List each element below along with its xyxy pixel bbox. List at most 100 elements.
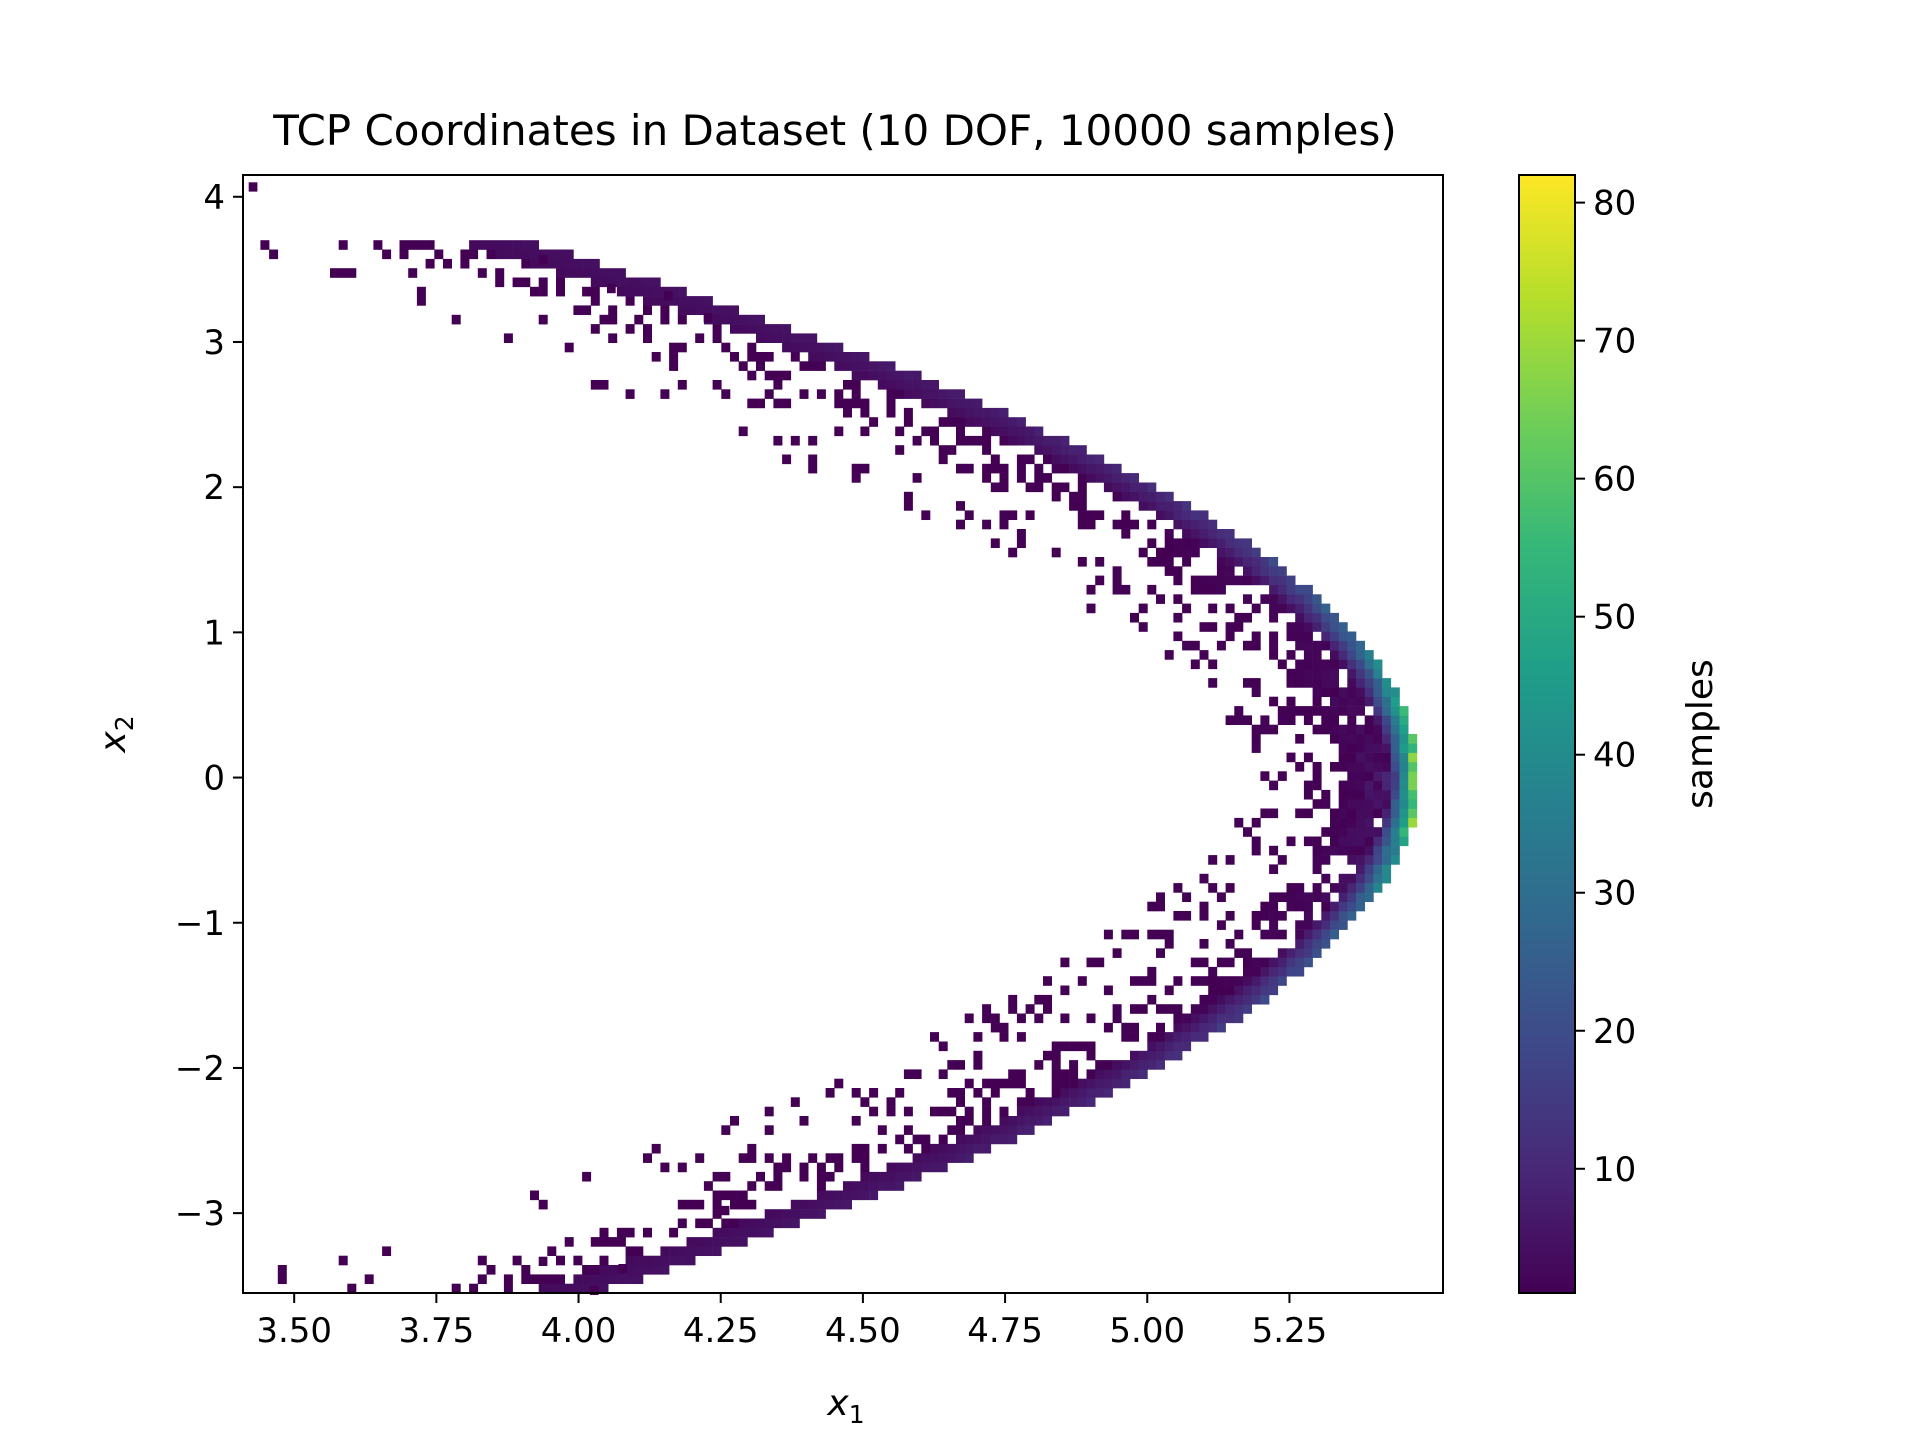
heatmap-cell <box>1156 547 1165 558</box>
heatmap-cell <box>816 1171 826 1182</box>
heatmap-cell <box>538 1256 548 1267</box>
heatmap-cell <box>1112 1013 1122 1024</box>
heatmap-cell <box>764 1181 774 1191</box>
heatmap-cell <box>695 1153 705 1163</box>
heatmap-cell <box>964 1116 974 1126</box>
heatmap-cell <box>1364 808 1374 819</box>
heatmap-cell <box>1390 817 1400 828</box>
heatmap-cell <box>1382 706 1392 716</box>
heatmap-cell <box>347 1283 357 1294</box>
heatmap-cell <box>1356 808 1365 819</box>
heatmap-cell <box>1069 491 1079 502</box>
heatmap-cell <box>1077 473 1087 483</box>
heatmap-cell <box>869 1088 879 1098</box>
heatmap-cell <box>1303 929 1313 940</box>
heatmap-cell <box>1121 510 1131 521</box>
heatmap-cell <box>1199 1022 1209 1033</box>
heatmap-cell <box>669 286 679 297</box>
heatmap-cell <box>1303 650 1313 660</box>
heatmap-cell <box>1286 948 1296 958</box>
heatmap-cell <box>1338 817 1348 828</box>
heatmap-cell <box>1156 948 1165 958</box>
heatmap-cell <box>1251 640 1261 651</box>
heatmap-cell <box>608 305 618 316</box>
heatmap-cell <box>660 389 670 399</box>
heatmap-cell <box>1243 985 1252 996</box>
heatmap-cell <box>921 389 931 399</box>
heatmap-cell <box>973 1125 983 1135</box>
heatmap-cell <box>895 1162 905 1173</box>
heatmap-cell <box>1347 678 1357 688</box>
heatmap-cell <box>1295 678 1305 688</box>
heatmap-cell <box>1303 892 1313 903</box>
heatmap-cell <box>956 389 965 399</box>
heatmap-cell <box>912 370 922 381</box>
heatmap-cell <box>1043 1097 1052 1107</box>
heatmap-cell <box>1295 948 1305 958</box>
heatmap-cell <box>1008 994 1018 1005</box>
heatmap-cell <box>1390 724 1400 735</box>
heatmap-cell <box>816 361 826 371</box>
heatmap-cell <box>564 1283 574 1294</box>
colorbar: 10 20 30 40 50 60 70 80 samples <box>1518 174 1721 1294</box>
heatmap-cell <box>790 1097 800 1107</box>
heatmap-cell <box>973 1088 983 1098</box>
heatmap-cell <box>1382 715 1392 726</box>
heatmap-cell <box>956 1060 965 1070</box>
heatmap-cell <box>599 1274 609 1285</box>
heatmap-cell <box>651 352 661 362</box>
heatmap-cell <box>790 1218 800 1229</box>
heatmap-cell <box>1086 463 1096 474</box>
heatmap-cell <box>860 407 870 418</box>
colorbar-ticks: 10 20 30 40 50 60 70 80 <box>1575 184 1636 1190</box>
heatmap-cell <box>1016 1116 1026 1126</box>
heatmap-cell <box>1234 612 1244 623</box>
heatmap-cell <box>530 1190 539 1201</box>
heatmap-cell <box>860 352 870 362</box>
heatmap-cell <box>930 380 939 390</box>
heatmap-cell <box>756 314 765 325</box>
heatmap-cell <box>1130 929 1139 940</box>
heatmap-cell <box>1182 1032 1192 1042</box>
heatmap-cell <box>1295 668 1305 679</box>
heatmap-cell <box>1077 454 1087 465</box>
heatmap-cell <box>1173 631 1183 642</box>
heatmap-cell <box>1303 612 1313 623</box>
heatmap-cell <box>1025 435 1035 446</box>
heatmap-cell <box>1164 491 1174 502</box>
heatmap-cell <box>712 1199 722 1210</box>
heatmap-cell <box>921 510 931 521</box>
heatmap-cell <box>825 352 835 362</box>
heatmap-cell <box>1295 892 1305 903</box>
heatmap-cell <box>1312 836 1322 847</box>
heatmap-cell <box>1182 519 1192 530</box>
heatmap-cell <box>1382 771 1392 781</box>
heatmap-cell <box>1408 752 1418 763</box>
heatmap-cell <box>764 370 774 381</box>
heatmap-cell <box>538 1199 548 1210</box>
heatmap-cell <box>1347 640 1357 651</box>
heatmap-cell <box>1173 1032 1183 1042</box>
heatmap-cell <box>1251 957 1261 968</box>
heatmap-cell <box>903 1069 913 1080</box>
heatmap-cell <box>1147 519 1157 530</box>
heatmap-cell <box>1016 1106 1026 1117</box>
heatmap-cell <box>677 314 687 325</box>
heatmap-cell <box>799 1209 809 1219</box>
heatmap-cell <box>1312 771 1322 781</box>
heatmap-cell <box>556 258 565 269</box>
heatmap-cell <box>1260 594 1270 604</box>
heatmap-cell <box>1051 547 1061 558</box>
heatmap-cell <box>1208 584 1218 595</box>
heatmap-cell <box>1338 752 1348 763</box>
heatmap-cell <box>730 1199 739 1210</box>
heatmap-cell <box>860 1143 870 1154</box>
heatmap-cell <box>1138 1050 1148 1061</box>
heatmap-cell <box>999 1022 1009 1033</box>
heatmap-cell <box>660 1246 670 1257</box>
heatmap-cell <box>1295 808 1305 819</box>
heatmap-cell <box>1347 771 1357 781</box>
heatmap-cell <box>1399 762 1409 772</box>
heatmap-cell <box>816 342 826 353</box>
heatmap-cell <box>1364 892 1374 903</box>
